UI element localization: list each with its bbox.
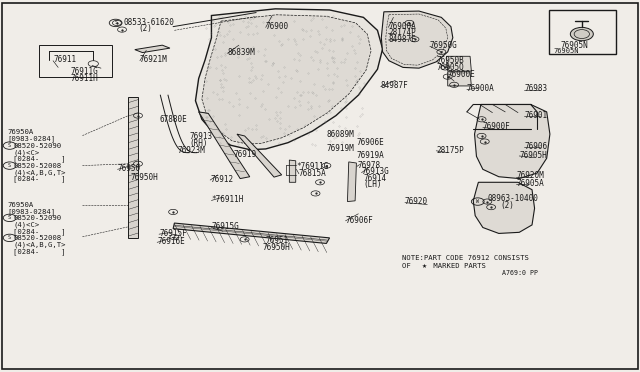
Text: 76919: 76919 bbox=[233, 150, 256, 159]
Polygon shape bbox=[237, 134, 282, 177]
Polygon shape bbox=[348, 162, 356, 202]
Text: 28175P: 28175P bbox=[436, 145, 464, 154]
Text: 76914: 76914 bbox=[364, 174, 387, 183]
Text: (4)<C>: (4)<C> bbox=[13, 221, 40, 228]
Text: (LH): (LH) bbox=[364, 180, 382, 189]
Polygon shape bbox=[448, 72, 471, 86]
Text: [0983-0284]: [0983-0284] bbox=[7, 135, 55, 142]
Text: 76911H: 76911H bbox=[71, 74, 99, 83]
Text: (4)<A,B,G,T>: (4)<A,B,G,T> bbox=[13, 241, 66, 248]
Polygon shape bbox=[135, 45, 170, 52]
Text: 76900A: 76900A bbox=[467, 84, 495, 93]
Text: S: S bbox=[8, 235, 11, 240]
Text: A769:0 PP: A769:0 PP bbox=[502, 270, 538, 276]
Text: *76911H: *76911H bbox=[211, 195, 244, 204]
Text: [0284-     ]: [0284- ] bbox=[13, 176, 66, 182]
Text: 84987F: 84987F bbox=[381, 81, 408, 90]
Polygon shape bbox=[129, 97, 138, 238]
Text: 84987E: 84987E bbox=[388, 35, 416, 44]
Text: 76921M: 76921M bbox=[140, 55, 168, 64]
Text: 76950G: 76950G bbox=[430, 41, 458, 50]
Text: 86839M: 86839M bbox=[227, 48, 255, 57]
Text: [0284-     ]: [0284- ] bbox=[13, 248, 66, 254]
Polygon shape bbox=[474, 105, 550, 179]
Polygon shape bbox=[289, 160, 296, 182]
Text: 76906E: 76906E bbox=[356, 138, 384, 147]
Text: (4)<A,B,G,T>: (4)<A,B,G,T> bbox=[13, 169, 66, 176]
Text: 76913: 76913 bbox=[189, 132, 213, 141]
Polygon shape bbox=[473, 182, 534, 234]
Text: 76905Q: 76905Q bbox=[437, 63, 465, 72]
Text: S: S bbox=[114, 20, 117, 25]
Text: 08520-52008: 08520-52008 bbox=[13, 235, 61, 241]
Text: 76906: 76906 bbox=[524, 142, 547, 151]
Text: 76815A: 76815A bbox=[299, 169, 326, 177]
Polygon shape bbox=[381, 11, 453, 68]
Text: 08533-61620: 08533-61620 bbox=[124, 19, 174, 28]
Text: 76951: 76951 bbox=[266, 236, 289, 246]
Text: (2): (2) bbox=[138, 24, 152, 33]
Text: 86089M: 86089M bbox=[326, 129, 354, 139]
Text: 76911: 76911 bbox=[53, 55, 76, 64]
Text: (RH): (RH) bbox=[189, 138, 208, 148]
Text: 76950H: 76950H bbox=[131, 173, 158, 182]
Text: 08520-52090: 08520-52090 bbox=[13, 215, 61, 221]
Text: 76923M: 76923M bbox=[177, 146, 205, 155]
Text: (2): (2) bbox=[500, 201, 514, 210]
Text: 76915F: 76915F bbox=[159, 229, 187, 238]
Text: 67880E: 67880E bbox=[159, 115, 187, 124]
Text: 76950H: 76950H bbox=[262, 243, 291, 252]
Text: 08963-10400: 08963-10400 bbox=[487, 195, 538, 203]
Text: [0983-0284]: [0983-0284] bbox=[7, 208, 55, 215]
Text: W: W bbox=[476, 199, 479, 204]
Text: [0284-     ]: [0284- ] bbox=[13, 155, 66, 162]
Text: 08520-52090: 08520-52090 bbox=[13, 142, 61, 148]
Polygon shape bbox=[202, 15, 371, 144]
Text: 76913G: 76913G bbox=[362, 167, 389, 176]
Text: 76901: 76901 bbox=[524, 111, 547, 120]
Text: 76915G: 76915G bbox=[211, 222, 239, 231]
Polygon shape bbox=[198, 112, 250, 179]
Text: MARKED PARTS: MARKED PARTS bbox=[429, 263, 485, 269]
Text: 76905N: 76905N bbox=[560, 41, 588, 51]
Text: 76920: 76920 bbox=[405, 198, 428, 206]
Text: 76900F: 76900F bbox=[483, 122, 511, 131]
Text: 76950A: 76950A bbox=[7, 129, 33, 135]
Text: (4)<C>: (4)<C> bbox=[13, 149, 40, 155]
Text: 76950B: 76950B bbox=[437, 56, 465, 65]
Text: 76916E: 76916E bbox=[157, 237, 185, 246]
Text: 76978: 76978 bbox=[357, 161, 380, 170]
Text: 76912: 76912 bbox=[210, 175, 234, 184]
Text: 76911G: 76911G bbox=[71, 67, 99, 76]
Text: 28174P: 28174P bbox=[388, 28, 416, 38]
Text: S: S bbox=[8, 163, 11, 168]
Text: NOTE:PART CODE 76912 CONSISTS: NOTE:PART CODE 76912 CONSISTS bbox=[402, 255, 529, 261]
Text: 76900: 76900 bbox=[266, 22, 289, 31]
Circle shape bbox=[570, 28, 593, 41]
Text: 76950: 76950 bbox=[118, 164, 141, 173]
Text: *76911G: *76911G bbox=[296, 162, 329, 171]
Text: S: S bbox=[8, 143, 11, 148]
Text: 76950A: 76950A bbox=[7, 202, 33, 208]
Text: 76905N: 76905N bbox=[553, 48, 579, 54]
Text: S: S bbox=[8, 215, 11, 220]
Text: 76900E: 76900E bbox=[448, 70, 476, 79]
Text: 76900A: 76900A bbox=[388, 22, 416, 31]
Text: 76919A: 76919A bbox=[356, 151, 384, 160]
Text: [0284-     ]: [0284- ] bbox=[13, 228, 66, 235]
Text: 76906F: 76906F bbox=[346, 216, 373, 225]
Text: 76919M: 76919M bbox=[326, 144, 354, 153]
Text: 08520-52008: 08520-52008 bbox=[13, 163, 61, 169]
Text: OF: OF bbox=[402, 263, 415, 269]
Polygon shape bbox=[195, 9, 383, 150]
Text: 76983: 76983 bbox=[524, 84, 547, 93]
Polygon shape bbox=[173, 223, 330, 243]
Text: 76920M: 76920M bbox=[516, 171, 544, 180]
Polygon shape bbox=[447, 56, 471, 71]
Text: 76905H: 76905H bbox=[519, 151, 547, 160]
Text: ★: ★ bbox=[422, 261, 427, 270]
Text: 76905A: 76905A bbox=[516, 179, 544, 188]
